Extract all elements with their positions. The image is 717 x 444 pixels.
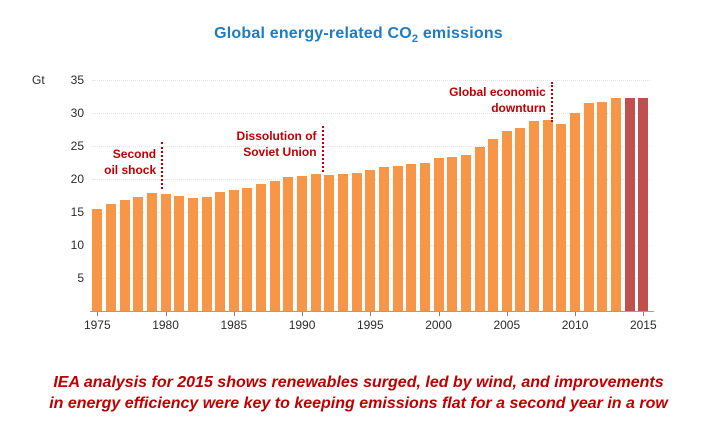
annotation-marker-line-0 bbox=[161, 142, 164, 189]
x-axis-tick-1985 bbox=[233, 312, 235, 316]
annotation-label-line: oil shock bbox=[104, 163, 157, 177]
annotation-label-0: Second oil shock bbox=[104, 146, 156, 178]
y-axis-label-10: 10 bbox=[70, 238, 84, 252]
x-axis-label-1985: 1985 bbox=[220, 318, 248, 332]
bar-2006 bbox=[515, 127, 526, 311]
bar-2015 bbox=[638, 97, 649, 311]
gridline-30 bbox=[92, 113, 650, 114]
caption-text: IEA analysis for 2015 shows renewables s… bbox=[0, 372, 717, 414]
x-axis-tick-1995 bbox=[370, 312, 372, 316]
y-axis-unit-label: Gt bbox=[32, 73, 45, 87]
y-axis-label-20: 20 bbox=[70, 172, 84, 186]
annotation-marker-line-2 bbox=[550, 82, 553, 122]
y-axis-label-35: 35 bbox=[70, 73, 84, 87]
bar-1987 bbox=[256, 184, 267, 311]
chart-title: Global energy-related CO2 emissions bbox=[0, 25, 717, 45]
bar-2008 bbox=[542, 119, 553, 311]
bar-2013 bbox=[611, 97, 621, 311]
annotation-label-2: Global economic downturn bbox=[449, 84, 546, 116]
bar-1991 bbox=[310, 174, 321, 311]
x-axis-tick-2015 bbox=[643, 312, 645, 316]
x-axis-tick-2005 bbox=[506, 312, 508, 316]
annotation-label-line: Soviet Union bbox=[243, 145, 317, 159]
bar-1984 bbox=[215, 192, 226, 311]
bar-1999 bbox=[419, 163, 430, 311]
x-axis-tick-2010 bbox=[575, 312, 577, 316]
bar-1989 bbox=[283, 177, 294, 311]
x-axis-label-1995: 1995 bbox=[356, 318, 384, 332]
x-axis-label-2005: 2005 bbox=[493, 318, 521, 332]
gridline-25 bbox=[92, 146, 650, 147]
bar-2012 bbox=[597, 101, 608, 311]
x-axis-tick-2000 bbox=[438, 312, 440, 316]
annotation-label-line: Dissolution of bbox=[236, 129, 317, 143]
bar-1983 bbox=[201, 197, 212, 311]
x-axis-label-1975: 1975 bbox=[83, 318, 111, 332]
y-axis-label-15: 15 bbox=[70, 205, 84, 219]
x-axis-tick-1990 bbox=[302, 312, 304, 316]
bar-2002 bbox=[460, 154, 471, 311]
chart-title-suffix: emissions bbox=[418, 25, 503, 42]
x-axis-label-1990: 1990 bbox=[288, 318, 316, 332]
chart-title-prefix: Global energy-related CO bbox=[214, 25, 412, 42]
co2-emissions-bar-chart: 35 30 25 20 15 10 5 Gt 1975 1980 1985 1990 1995 2000 2… bbox=[32, 73, 657, 332]
x-axis-label-2000: 2000 bbox=[425, 318, 452, 332]
bar-2001 bbox=[447, 156, 458, 311]
annotation-label-line: Global economic bbox=[449, 85, 546, 99]
bar-2011 bbox=[583, 103, 594, 311]
bar-1995 bbox=[365, 169, 376, 311]
bar-1998 bbox=[406, 163, 417, 311]
bar-1978 bbox=[133, 197, 144, 311]
bar-1986 bbox=[242, 188, 253, 311]
bar-1997 bbox=[392, 165, 403, 311]
bar-1988 bbox=[269, 180, 280, 311]
bar-2003 bbox=[474, 146, 485, 311]
bar-1985 bbox=[228, 190, 239, 311]
bar-2009 bbox=[556, 123, 567, 311]
bar-1994 bbox=[351, 173, 362, 311]
bar-1992 bbox=[324, 175, 335, 311]
annotation-label-line: Second bbox=[112, 147, 157, 161]
x-axis-tick-1975 bbox=[97, 312, 99, 316]
caption-line-2: in energy efficiency were key to keeping… bbox=[49, 395, 668, 412]
gridline-35 bbox=[92, 80, 650, 81]
bar-1996 bbox=[378, 167, 389, 311]
bar-1976 bbox=[105, 204, 116, 311]
x-axis-tick-1980 bbox=[165, 312, 167, 316]
bar-2014 bbox=[624, 97, 635, 311]
annotation-label-line: downturn bbox=[491, 101, 546, 115]
caption-line-1: IEA analysis for 2015 shows renewables s… bbox=[53, 374, 664, 391]
bar-1993 bbox=[338, 174, 348, 311]
annotation-marker-line-1 bbox=[321, 126, 324, 172]
bar-2004 bbox=[488, 138, 499, 311]
y-axis-label-30: 30 bbox=[70, 106, 84, 120]
bar-1990 bbox=[297, 175, 308, 311]
bar-1980 bbox=[160, 194, 171, 311]
x-axis-line bbox=[90, 311, 654, 312]
bar-1975 bbox=[92, 208, 103, 311]
bar-2007 bbox=[529, 120, 540, 311]
bar-1981 bbox=[174, 196, 185, 311]
y-axis-label-5: 5 bbox=[77, 271, 84, 285]
bar-1979 bbox=[146, 192, 157, 311]
bar-2010 bbox=[570, 113, 581, 311]
x-axis-label-2015: 2015 bbox=[629, 318, 657, 332]
y-axis-label-25: 25 bbox=[70, 139, 84, 153]
x-axis-label-1980: 1980 bbox=[152, 318, 179, 332]
x-axis-label-2010: 2010 bbox=[561, 318, 589, 332]
bar-1977 bbox=[119, 200, 130, 311]
bar-2000 bbox=[433, 157, 444, 311]
annotation-label-1: Dissolution of Soviet Union bbox=[237, 128, 317, 160]
bar-2005 bbox=[501, 131, 512, 311]
chart-title-subscript: 2 bbox=[411, 33, 419, 46]
bar-1982 bbox=[187, 198, 198, 311]
